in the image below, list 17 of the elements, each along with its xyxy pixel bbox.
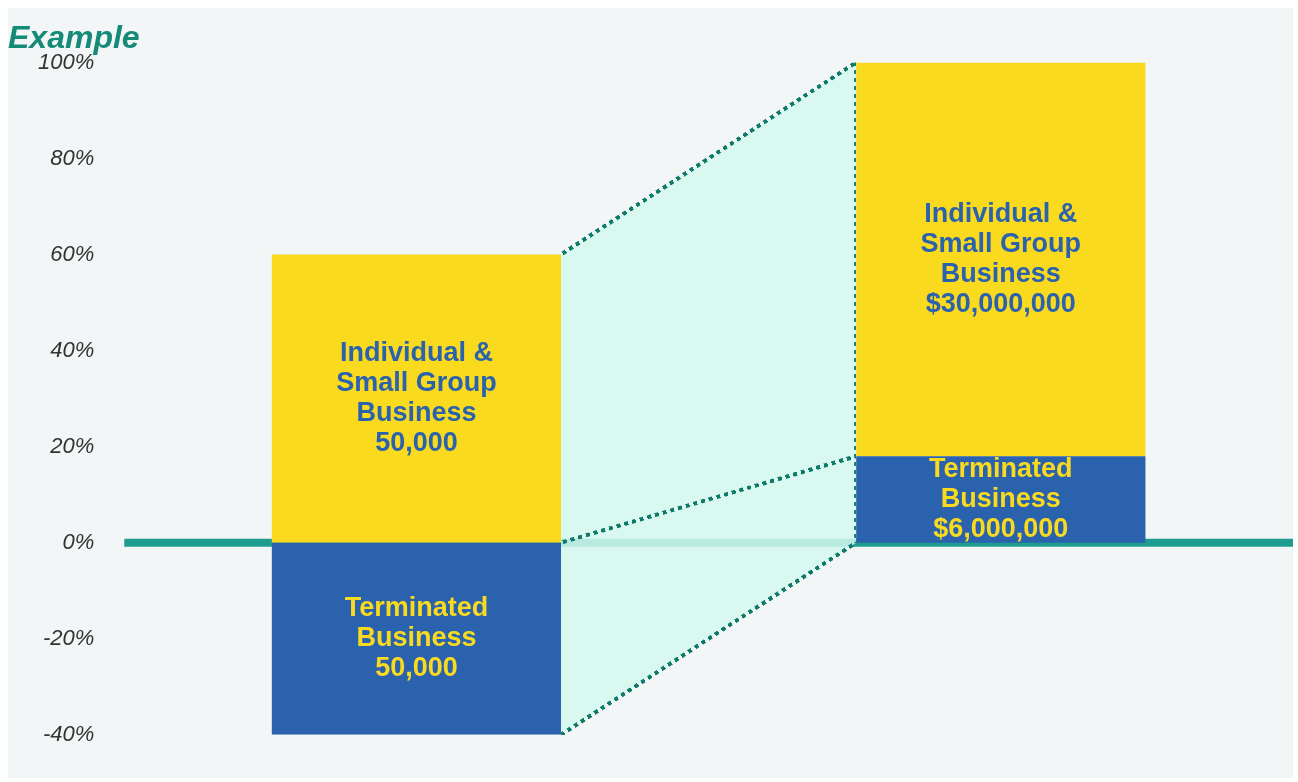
- annotation: 50,000: [375, 652, 458, 683]
- y-tick-label: 40%: [50, 336, 95, 362]
- series-label: Individual & Small Group Business: [920, 197, 1082, 288]
- y-tick-label: 80%: [50, 144, 95, 170]
- annotation: $30,000,000: [925, 287, 1076, 318]
- series-label: Terminated Business: [929, 452, 1073, 513]
- chart-title: Example: [8, 19, 140, 56]
- y-tick-label: 0%: [62, 528, 95, 554]
- y-tick-label: -20%: [42, 624, 95, 650]
- annotation: $6,000,000: [933, 512, 1069, 543]
- y-tick-label: 60%: [50, 240, 95, 266]
- text: Individual & Small Group Business: [336, 337, 497, 428]
- text: Terminated Business: [344, 592, 489, 653]
- y-tick-label: 20%: [49, 432, 95, 458]
- bar: [271, 542, 562, 735]
- y-tick-label: -40%: [42, 720, 95, 746]
- annotation: 50,000: [375, 427, 458, 458]
